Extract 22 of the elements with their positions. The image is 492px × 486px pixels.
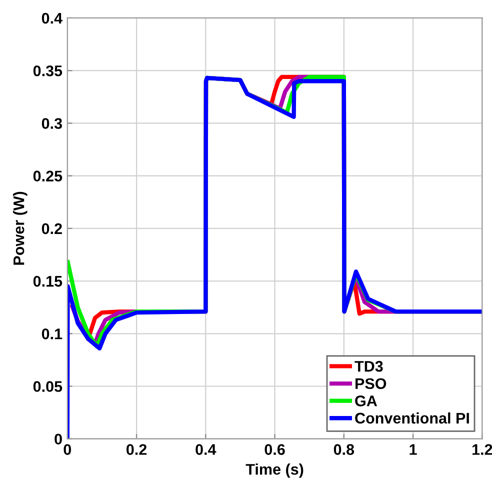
y-tick-label: 0.15 [33,276,62,287]
x-tick-label: 1.2 [472,444,492,455]
x-axis-title: Time (s) [246,464,304,478]
x-tick-label: 0.2 [126,444,147,455]
x-tick-label: 0.4 [196,444,216,455]
y-tick-label: 0 [54,434,62,445]
y-tick-label: 0.05 [33,381,62,392]
x-tick-label: 0 [64,444,72,455]
x-tick-label: 0.8 [334,444,354,455]
legend-label: PSO [356,378,386,390]
y-tick-label: 0.25 [33,170,62,182]
y-axis-title: Power (W) [13,192,28,265]
legend-label: Conventional PI [355,412,469,424]
x-tick-label: 0.6 [264,444,285,455]
y-tick-label: 0.2 [42,223,62,234]
x-tick-label: 1 [410,444,417,455]
legend-label: TD3 [354,360,383,372]
y-tick-label: 0.3 [42,118,62,129]
y-tick-label: 0.35 [33,65,62,76]
legend-label: GA [355,396,378,406]
y-tick-label: 0.1 [42,328,62,340]
y-tick-label: 0.4 [42,12,62,24]
